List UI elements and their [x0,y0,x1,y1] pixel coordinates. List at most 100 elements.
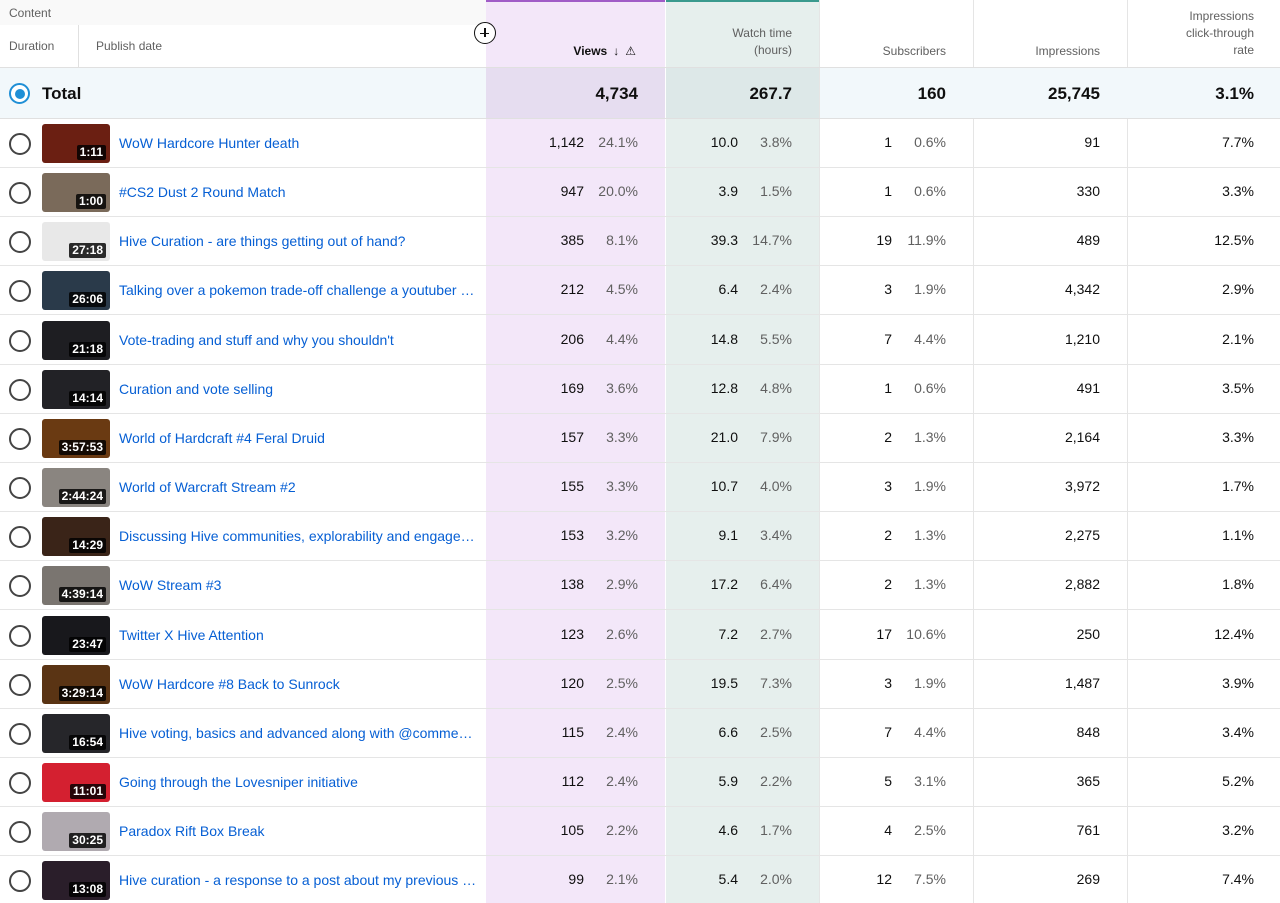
video-title-link[interactable]: Talking over a pokemon trade-off challen… [119,282,475,299]
watch-time-value: 4.6 [718,822,738,839]
watch-time-percent: 14.7% [752,232,792,249]
row-radio[interactable] [9,427,31,450]
subscribers-percent: 2.5% [914,822,946,839]
ctr-value: 7.7% [1222,134,1254,150]
video-title-link[interactable]: WoW Hardcore #8 Back to Sunrock [119,675,340,692]
publish-date-header[interactable]: Publish date [96,39,163,53]
table-row[interactable]: 27:18 Hive Curation - are things getting … [0,217,1280,267]
total-watch-bg [666,68,819,118]
video-thumbnail[interactable]: 14:29 [42,517,110,557]
table-row[interactable]: 21:18 Vote-trading and stuff and why you … [0,316,1280,365]
table-row[interactable]: 2:44:24 World of Warcraft Stream #2 155 3.3… [0,463,1280,513]
video-thumbnail[interactable]: 26:06 [42,271,110,311]
table-row[interactable]: 14:14 Curation and vote selling 169 3.6% 12.… [0,365,1280,414]
table-row[interactable]: 11:01 Going through the Lovesniper initia… [0,758,1280,807]
video-thumbnail[interactable]: 30:25 [42,812,110,852]
views-value: 155 [560,478,584,495]
video-thumbnail[interactable]: 21:18 [42,320,110,360]
ctr-header[interactable]: Impressions click-through rate [1128,8,1254,59]
row-radio[interactable] [9,526,31,549]
row-radio[interactable] [9,821,31,844]
total-radio[interactable] [9,83,30,104]
views-value: 120 [560,674,584,691]
warning-icon[interactable]: ⚠ [625,44,636,58]
video-thumbnail[interactable]: 23:47 [42,615,110,655]
views-percent: 8.1% [606,232,638,249]
row-radio[interactable] [9,722,31,745]
video-title-link[interactable]: Curation and vote selling [119,380,274,397]
video-title-link[interactable]: Going through the Lovesniper initiative [119,773,358,790]
video-title-link[interactable]: Hive Curation - are things getting out o… [119,233,406,250]
row-radio[interactable] [9,133,31,155]
row-radio[interactable] [9,673,31,696]
row-radio[interactable] [9,624,31,647]
impressions-value: 4,342 [1064,281,1100,298]
views-value: 157 [560,428,584,445]
video-thumbnail[interactable]: 13:08 [42,861,110,901]
video-duration: 3:57:53 [58,439,106,455]
video-title-link[interactable]: World of Hardcraft #4 Feral Druid [119,429,325,446]
row-radio[interactable] [9,870,31,893]
row-radio[interactable] [9,182,31,205]
table-row[interactable]: 3:57:53 World of Hardcraft #4 Feral Druid… [0,414,1280,463]
watch-time-value: 9.1 [718,527,738,544]
impressions-value: 1,210 [1064,330,1100,347]
row-radio[interactable] [9,575,31,598]
impressions-header[interactable]: Impressions [1035,44,1100,58]
video-thumbnail[interactable]: 3:29:14 [42,664,110,704]
table-row[interactable]: 30:25 Paradox Rift Box Break 105 2.2% 4.6 1.7… [0,807,1280,857]
row-radio[interactable] [9,231,31,254]
video-title-link[interactable]: Hive voting, basics and advanced along w… [119,724,473,741]
video-thumbnail[interactable]: 1:00 [42,173,110,213]
row-radio[interactable] [9,378,31,401]
video-thumbnail[interactable]: 11:01 [42,762,110,802]
video-thumbnail[interactable]: 3:57:53 [42,418,110,458]
row-radio[interactable] [9,477,31,500]
sort-down-icon[interactable]: ↓ [613,44,620,58]
ctr-value: 3.2% [1222,822,1254,839]
video-title-link[interactable]: WoW Stream #3 [119,577,222,594]
table-row[interactable]: 1:11 WoW Hardcore Hunter death 1,142 24.1% 1… [0,119,1280,168]
video-duration: 16:54 [69,734,106,750]
duration-header[interactable]: Duration [9,39,55,53]
video-title-link[interactable]: World of Warcraft Stream #2 [119,479,296,496]
impressions-value: 2,882 [1064,576,1100,593]
views-percent: 3.3% [606,428,638,445]
content-header: Content [9,6,52,20]
video-title-link[interactable]: Hive curation - a response to a post abo… [119,872,477,889]
views-header[interactable]: Views ↓ ⚠ [486,43,636,60]
video-thumbnail[interactable]: 16:54 [42,713,110,753]
video-duration: 1:00 [75,194,106,210]
subscribers-header[interactable]: Subscribers [882,44,946,58]
row-radio[interactable] [9,329,31,352]
video-title-link[interactable]: Paradox Rift Box Break [119,823,265,840]
table-row[interactable]: 4:39:14 WoW Stream #3 138 2.9% 17.2 6.4% 2 1.3%… [0,561,1280,611]
video-title-link[interactable]: Discussing Hive communities, explorabili… [119,528,475,545]
watch-time-header[interactable]: Watch time (hours) [666,25,792,59]
table-row[interactable]: 23:47 Twitter X Hive Attention 123 2.6% 7.2 2… [0,611,1280,660]
video-title-link[interactable]: #CS2 Dust 2 Round Match [119,184,286,201]
table-row[interactable]: 13:08 Hive curation - a response to a pos… [0,856,1280,903]
video-thumbnail[interactable]: 4:39:14 [42,566,110,606]
subscribers-percent: 1.3% [914,428,946,445]
row-radio[interactable] [9,280,31,303]
video-thumbnail[interactable]: 14:14 [42,369,110,409]
table-row[interactable]: 14:29 Discussing Hive communities, explor… [0,512,1280,562]
subscribers-value: 3 [884,281,892,298]
video-thumbnail[interactable]: 2:44:24 [42,468,110,508]
table-row[interactable]: 3:29:14 WoW Hardcore #8 Back to Sunrock 12… [0,660,1280,709]
views-percent: 2.1% [606,871,638,888]
add-column-button[interactable] [474,22,496,44]
row-radio[interactable] [9,771,31,794]
video-title-link[interactable]: Vote-trading and stuff and why you shoul… [119,331,394,348]
video-thumbnail[interactable]: 1:11 [42,124,110,163]
video-thumbnail[interactable]: 27:18 [42,222,110,262]
table-row[interactable]: 26:06 Talking over a pokemon trade-off ch… [0,266,1280,316]
impressions-value: 491 [1076,379,1100,396]
table-row[interactable]: 1:00 #CS2 Dust 2 Round Match 947 20.0% 3.9 1.… [0,168,1280,218]
table-row[interactable]: 16:54 Hive voting, basics and advanced al… [0,709,1280,758]
subscribers-percent: 1.3% [914,527,946,544]
total-row[interactable]: Total 4,734 267.7 160 25,745 3.1% [0,68,1280,119]
video-title-link[interactable]: WoW Hardcore Hunter death [119,135,300,151]
video-title-link[interactable]: Twitter X Hive Attention [119,626,264,643]
